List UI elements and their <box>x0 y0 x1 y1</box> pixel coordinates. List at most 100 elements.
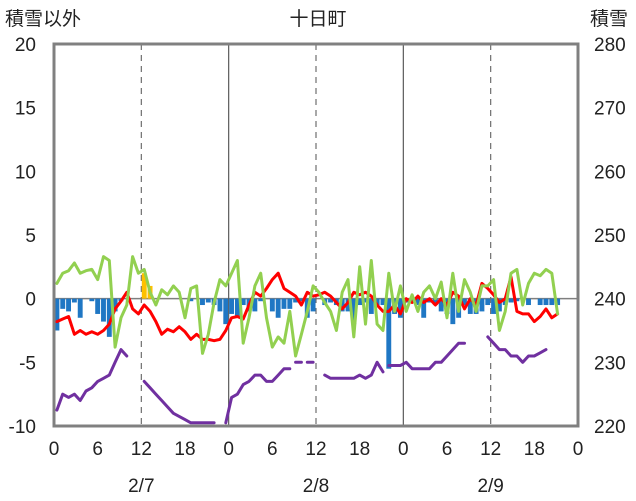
bar <box>240 298 246 306</box>
hour-tick-label: 0 <box>223 439 234 460</box>
bar <box>438 298 444 312</box>
right-axis-title: 積雪 <box>590 8 628 30</box>
bar <box>415 298 421 306</box>
right-tick-label: 250 <box>594 226 626 247</box>
series-line <box>55 348 129 412</box>
bar <box>71 298 77 303</box>
bar <box>386 298 392 369</box>
bar <box>66 298 72 312</box>
right-tick-label: 280 <box>594 35 626 56</box>
hour-tick-label: 12 <box>480 439 501 460</box>
left-tick-label: -10 <box>9 417 36 438</box>
bar <box>537 298 543 306</box>
bar <box>351 298 357 325</box>
left-axis-title: 積雪以外 <box>5 8 81 30</box>
bar <box>287 298 293 309</box>
right-tick-label: 260 <box>594 162 626 183</box>
bar <box>368 298 374 314</box>
bar <box>95 298 101 314</box>
series-line <box>323 360 385 380</box>
right-tick-label: 240 <box>594 290 626 311</box>
hour-tick-label: 18 <box>524 439 545 460</box>
bar <box>112 298 118 312</box>
bar <box>217 298 223 312</box>
bar <box>432 298 438 306</box>
bar <box>281 298 287 309</box>
bar <box>229 298 235 314</box>
hour-tick-label: 6 <box>267 439 278 460</box>
series-line <box>224 367 292 425</box>
right-tick-label: 220 <box>594 417 626 438</box>
bar <box>374 298 380 306</box>
bar <box>223 298 229 325</box>
left-tick-label: -5 <box>19 353 36 374</box>
left-tick-label: 5 <box>25 226 36 247</box>
bar <box>339 298 345 312</box>
hour-tick-label: 0 <box>49 439 60 460</box>
bar <box>60 298 66 309</box>
date-label: 2/8 <box>303 476 329 497</box>
bar <box>101 298 106 322</box>
chart-title: 十日町 <box>289 8 346 30</box>
bar <box>450 298 456 325</box>
date-label: 2/9 <box>477 476 503 497</box>
bar <box>275 298 281 318</box>
bar <box>234 298 240 318</box>
left-tick-label: 20 <box>15 35 36 56</box>
left-tick-label: 10 <box>15 162 36 183</box>
hour-tick-label: 18 <box>174 439 195 460</box>
x-axis-ticks: 0 6 12 18 0 6 12 18 0 6 12 18 0 <box>49 439 584 460</box>
right-tick-label: 270 <box>594 99 626 120</box>
series-line <box>142 379 216 425</box>
bar <box>462 298 467 306</box>
bar <box>555 298 561 306</box>
series-line <box>55 255 560 358</box>
bar <box>345 298 351 312</box>
bar <box>188 298 194 302</box>
bar <box>508 298 514 303</box>
left-axis-ticks: 20 15 10 5 0 -5 -10 <box>9 35 36 438</box>
hour-tick-label: 12 <box>131 439 152 460</box>
plot-frame <box>52 42 580 428</box>
bar <box>298 298 304 302</box>
right-axis-ticks: 280 270 260 250 240 230 220 <box>594 35 626 438</box>
date-label: 2/7 <box>128 476 154 497</box>
left-tick-label: 0 <box>25 290 36 311</box>
bar <box>491 298 497 314</box>
bar <box>549 298 555 306</box>
bar <box>397 298 403 318</box>
bar <box>514 298 520 302</box>
bar <box>363 298 368 303</box>
right-tick-label: 230 <box>594 353 626 374</box>
bar <box>467 298 473 314</box>
bar <box>293 298 299 303</box>
bar <box>479 298 485 312</box>
bar <box>526 298 531 306</box>
bar <box>258 298 264 302</box>
hour-tick-label: 6 <box>442 439 453 460</box>
series-line <box>387 341 466 371</box>
line-series <box>55 255 560 425</box>
bar <box>357 298 363 306</box>
bar <box>89 298 95 302</box>
x-axis-dates: 2/7 2/8 2/9 <box>128 476 504 497</box>
hour-tick-label: 0 <box>398 439 409 460</box>
bar <box>106 298 112 337</box>
series-line <box>486 335 548 364</box>
bar <box>54 298 60 331</box>
hour-tick-label: 6 <box>92 439 103 460</box>
bar <box>485 298 491 306</box>
bar <box>421 298 427 318</box>
bar <box>496 298 502 312</box>
hour-tick-label: 0 <box>573 439 584 460</box>
bar <box>77 298 83 318</box>
bar <box>252 298 258 312</box>
bar <box>543 298 549 306</box>
hour-tick-label: 18 <box>349 439 370 460</box>
bar <box>141 273 147 299</box>
bar <box>310 298 316 312</box>
bar <box>200 298 205 306</box>
hour-tick-label: 12 <box>305 439 326 460</box>
left-tick-label: 15 <box>15 99 36 120</box>
